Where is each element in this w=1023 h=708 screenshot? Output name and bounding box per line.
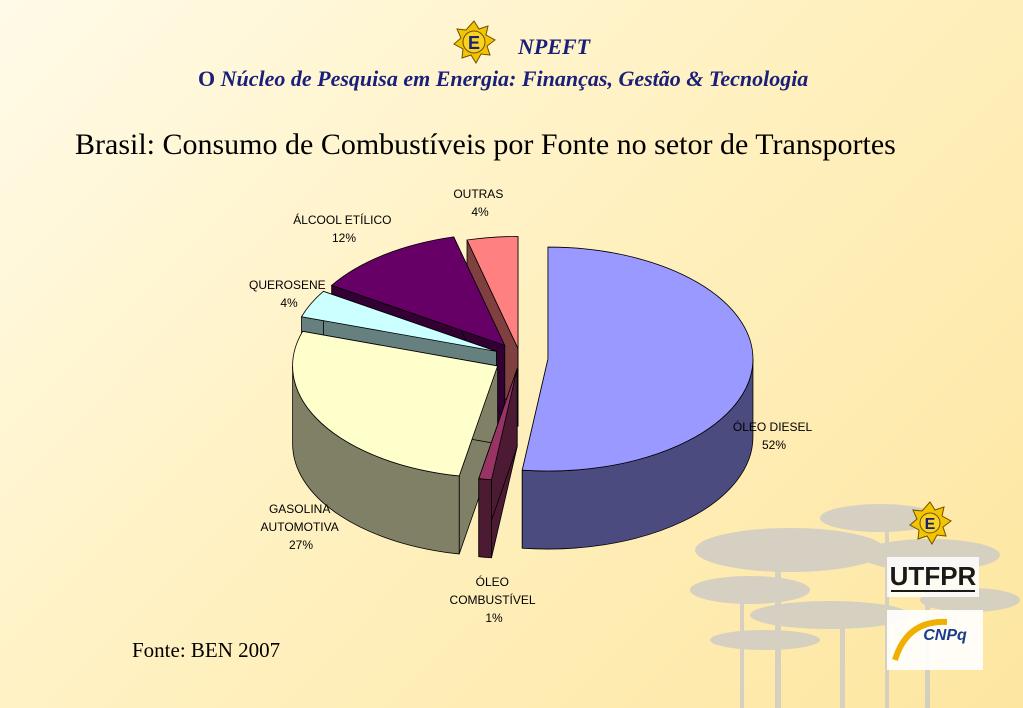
svg-text:CNPq: CNPq xyxy=(923,627,967,644)
chart-title: Brasil: Consumo de Combustíveis por Font… xyxy=(75,128,896,161)
utfpr-logo: UTFPR xyxy=(887,557,979,597)
label-oleo-diesel: ÓLEO DIESEL 52% xyxy=(733,419,815,452)
label-outras: OUTRAS 4% xyxy=(453,187,506,219)
svg-text:E: E xyxy=(925,516,936,533)
slice-oleo-diesel xyxy=(521,246,754,550)
slice-top-oleo-combustivel xyxy=(478,368,518,481)
label-oleo-combustivel: ÓLEO COMBUSTÍVEL 1% xyxy=(450,574,539,625)
slice-top-gasolina xyxy=(292,330,499,477)
slice-side-oleo-combustivel xyxy=(478,478,492,559)
org-name-lead: O xyxy=(198,66,216,91)
label-querosene: QUEROSENE 4% xyxy=(249,278,329,310)
slice-gasolina xyxy=(292,330,499,555)
cnpq-logo: CNPq xyxy=(887,610,983,670)
org-full-name: O Núcleo de Pesquisa em Energia: Finança… xyxy=(198,66,808,92)
label-alcool: ÁLCOOL ETÍLICO 12% xyxy=(293,212,395,245)
tree-illustration: E xyxy=(690,501,1020,708)
slice-oleo-combustivel xyxy=(478,368,518,559)
label-gasolina: GASOLINA AUTOMOTIVA 27% xyxy=(261,502,342,552)
svg-text:E: E xyxy=(468,33,480,53)
slice-top-querosene xyxy=(300,290,497,352)
star-emblem-icon: E xyxy=(909,501,952,545)
svg-text:UTFPR: UTFPR xyxy=(890,561,977,591)
slice-top-outras xyxy=(466,236,519,349)
org-name-rest: Núcleo de Pesquisa em Energia: Finanças,… xyxy=(220,66,809,91)
slice-top-alcool xyxy=(330,236,506,347)
npeft-logo-icon: E xyxy=(453,20,496,64)
source-note: Fonte: BEN 2007 xyxy=(132,638,281,662)
slice-top-oleo-diesel xyxy=(521,246,754,472)
org-acronym: NPEFT xyxy=(518,34,591,59)
